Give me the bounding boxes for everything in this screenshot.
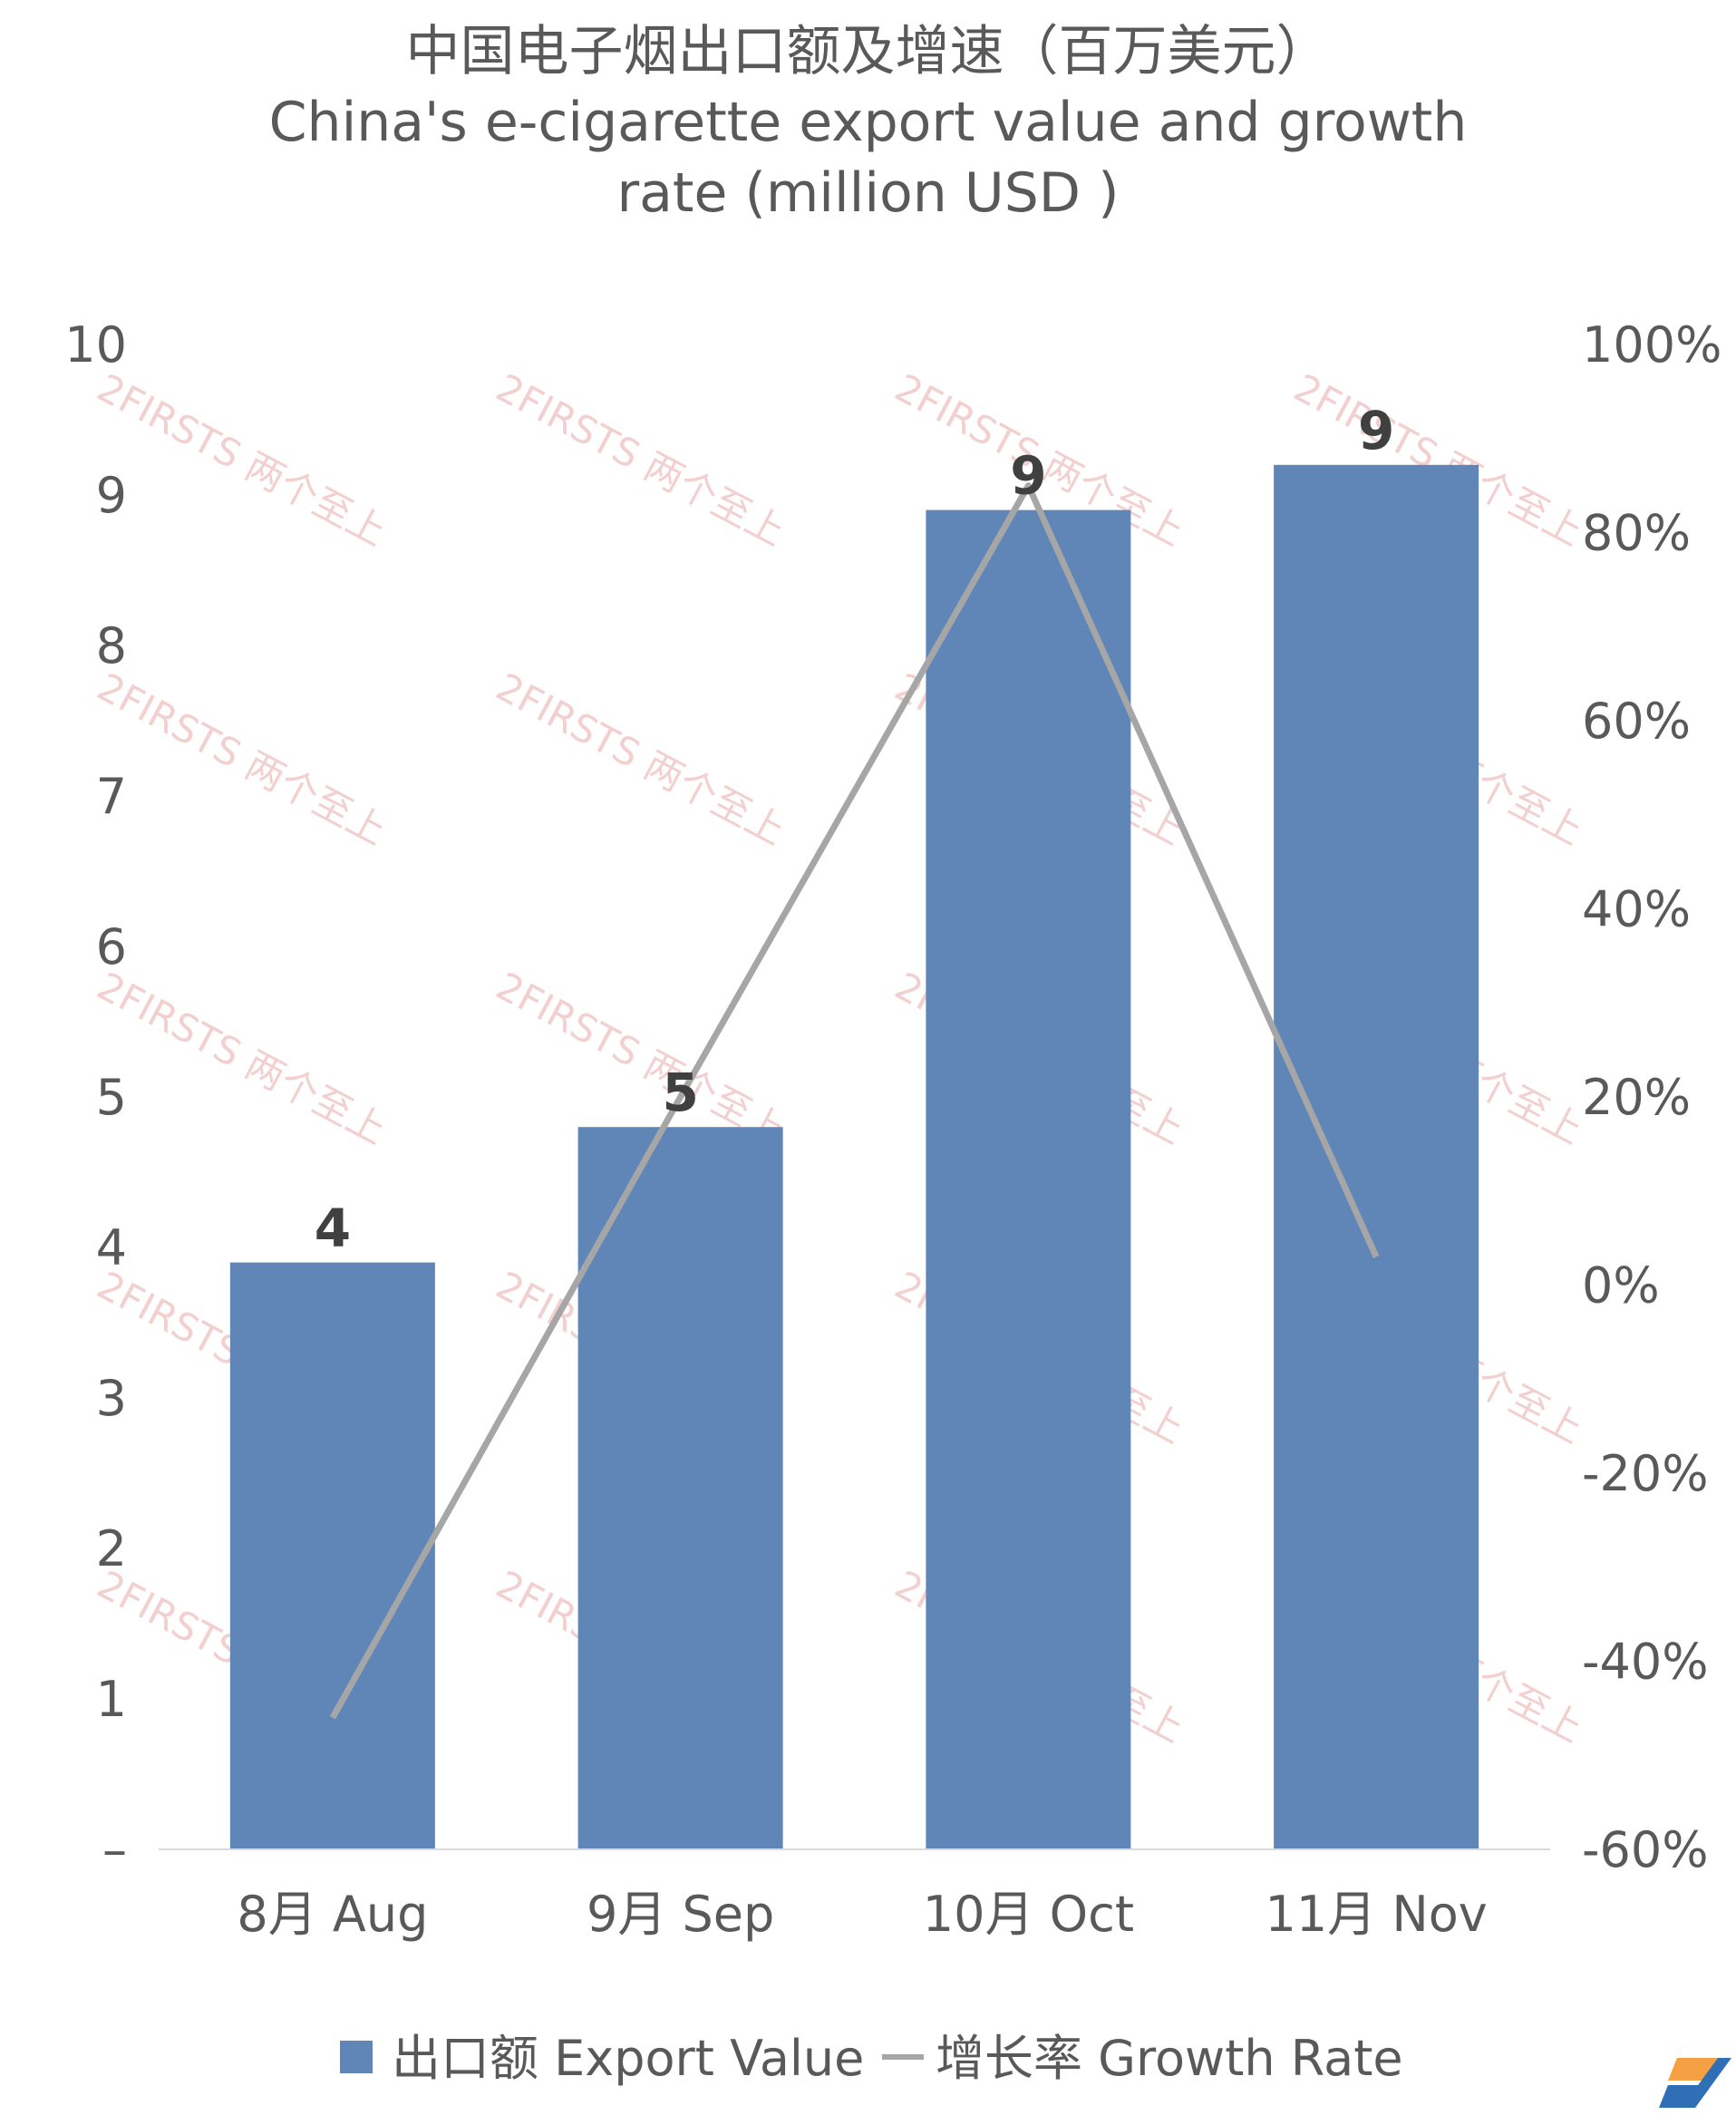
y-right-tick-label: -60% [1582, 1821, 1709, 1878]
line-layer [329, 482, 1380, 1720]
legend: 出口额 Export Value 增长率 Growth Rate [340, 2030, 1403, 2087]
labels-layer: 4 5 9 9 [315, 400, 1395, 1259]
corner-logo-icon [1659, 2058, 1731, 2108]
bar-data-label: 5 [662, 1062, 698, 1123]
y-left-tick-label: 1 [96, 1671, 127, 1728]
legend-label-growth-rate: 增长率 Growth Rate [936, 2030, 1403, 2087]
y-right-tick-label: 20% [1582, 1069, 1691, 1126]
bar-export-value [577, 1127, 783, 1849]
y-left-tick-label: 9 [96, 467, 127, 524]
y-left-tick-label: 5 [96, 1069, 127, 1126]
bar-data-label: 9 [1358, 400, 1394, 461]
chart-title-en-line1: China's e-cigarette export value and gro… [268, 91, 1468, 154]
y-left-tick-label: 8 [96, 617, 127, 674]
bars-layer [229, 464, 1479, 1849]
x-tick-labels: 8月 Aug 9月 Sep 10月 Oct 11月 Nov [237, 1886, 1487, 1943]
chart-title-en-line2: rate (million USD ) [616, 161, 1120, 225]
y-right-tick-label: 0% [1582, 1257, 1660, 1315]
y-right-tick-label: 40% [1582, 881, 1691, 938]
watermark-text: 2FIRSTS 两个至上 [91, 365, 393, 555]
y-left-tick-label: 6 [96, 918, 127, 975]
chart-title-zh: 中国电子烟出口额及增速（百万美元） [405, 20, 1331, 83]
y-right-ticks: -60% -40% -20% 0% 20% 40% 60% 80% 100% [1582, 316, 1721, 1878]
y-left-tick-label: 2 [96, 1520, 127, 1577]
bar-data-label: 4 [315, 1198, 351, 1259]
bar-export-value [926, 509, 1131, 1849]
watermark-text: 2FIRSTS 两个至上 [490, 964, 792, 1153]
y-right-tick-label: 100% [1582, 316, 1721, 374]
legend-label-export-value: 出口额 Export Value [392, 2030, 864, 2087]
y-left-tick-label: 3 [96, 1370, 127, 1427]
watermark-text: 2FIRSTS 两个至上 [490, 365, 792, 555]
y-left-tick-label: 10 [64, 316, 127, 374]
y-right-tick-label: -40% [1582, 1634, 1709, 1691]
bar-data-label: 9 [1010, 445, 1046, 507]
y-right-tick-label: 60% [1582, 693, 1691, 750]
legend-swatch-export-value [340, 2041, 373, 2073]
y-left-tick-label: 4 [96, 1219, 127, 1276]
watermark-text: 2FIRSTS 两个至上 [490, 665, 792, 854]
bar-export-value [1274, 464, 1479, 1849]
x-tick-label: 11月 Nov [1265, 1886, 1487, 1943]
line-growth-rate [329, 482, 1380, 1720]
x-tick-label: 9月 Sep [587, 1886, 774, 1943]
y-left-ticks: – 1 2 3 4 5 6 7 8 9 10 [64, 316, 127, 1878]
bar-export-value [229, 1262, 435, 1849]
x-tick-label: 10月 Oct [923, 1886, 1134, 1943]
watermark-text: 2FIRSTS 两个至上 [91, 665, 393, 854]
y-left-tick-label: – [102, 1821, 127, 1878]
y-right-tick-label: -20% [1582, 1445, 1709, 1502]
y-left-tick-label: 7 [96, 768, 127, 825]
watermark-text: 2FIRSTS 两个至上 [91, 964, 393, 1153]
y-right-tick-label: 80% [1582, 505, 1691, 562]
x-tick-label: 8月 Aug [237, 1886, 428, 1943]
